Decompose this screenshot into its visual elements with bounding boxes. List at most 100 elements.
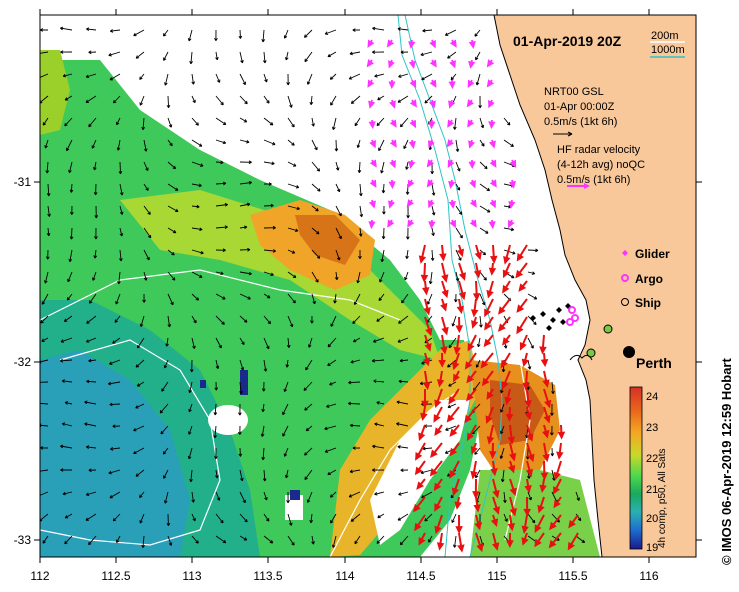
model-velocity-arrow: [424, 95, 433, 104]
radar-weak-arrow-head: [448, 100, 455, 109]
radar-velocity-arrow-head: [492, 542, 500, 551]
model-velocity-arrow: [191, 293, 200, 301]
model-velocity-arrow: [287, 535, 295, 546]
model-velocity-arrow: [165, 337, 169, 347]
model-velocity-arrow: [282, 425, 289, 437]
model-velocity-arrow: [239, 180, 253, 185]
model-velocity-arrow: [45, 161, 50, 174]
model-velocity-arrow: [93, 183, 98, 196]
model-velocity-arrow: [239, 315, 248, 323]
model-velocity-arrow: [263, 225, 276, 230]
model-velocity-arrow: [378, 293, 385, 302]
marker-legend: Glider Argo Ship: [621, 247, 670, 310]
model-velocity-arrow: [479, 227, 489, 234]
model-velocity-arrow: [167, 315, 172, 328]
model-velocity-arrow: [371, 358, 385, 363]
radar-legend-arrowhead: [584, 183, 590, 189]
model-velocity-arrow: [372, 337, 385, 343]
radar-velocity-arrow-head: [455, 526, 463, 534]
model-velocity-arrow: [112, 513, 121, 522]
radar-velocity-arrow-head: [430, 449, 438, 459]
model-velocity-arrow: [503, 249, 516, 255]
radar-weak-arrow-head: [448, 180, 456, 189]
radar-weak-arrow-head: [389, 160, 396, 169]
model-velocity-arrow: [397, 27, 409, 31]
radar-velocity-arrow-head: [472, 491, 480, 500]
radar-velocity-arrow-head: [540, 472, 549, 481]
model-velocity-arrow: [455, 139, 460, 152]
model-velocity-arrow: [372, 26, 385, 31]
radar-legend-line2: (4-12h avg) noQC: [557, 159, 645, 171]
radar-weak-arrow-head: [468, 161, 476, 170]
model-velocity-arrow: [287, 205, 300, 211]
model-velocity-arrow: [191, 271, 203, 278]
model-velocity-arrow: [306, 73, 313, 85]
model-velocity-arrow: [239, 271, 252, 276]
model-velocity-arrow: [260, 425, 265, 437]
radar-weak-arrow-head: [368, 200, 376, 209]
radar-velocity-arrow-head: [414, 466, 423, 476]
model-velocity-arrow: [455, 227, 463, 239]
model-velocity-arrow: [163, 491, 169, 504]
model-velocity-arrow: [284, 469, 289, 479]
radar-velocity-arrow-head: [452, 361, 460, 371]
radar-weak-arrow-head: [369, 139, 376, 149]
radar-weak-arrow-head: [408, 140, 416, 149]
radar-weak-arrow-head: [388, 181, 396, 190]
model-velocity-arrow: [141, 535, 145, 548]
model-velocity-arrow: [239, 293, 251, 300]
radar-velocity-arrow-head: [458, 291, 466, 301]
model-velocity-arrow: [311, 227, 320, 235]
model-velocity-arrow: [66, 293, 73, 301]
radar-velocity-arrow-head: [542, 379, 550, 388]
model-velocity-arrow: [332, 117, 337, 131]
model-velocity-arrow: [166, 513, 171, 527]
model-velocity-arrow: [397, 337, 409, 343]
radar-velocity-arrow-head: [453, 373, 460, 383]
sst-field-coastal: [470, 470, 600, 557]
radar-velocity-arrow-head: [503, 255, 511, 265]
model-velocity-arrow: [239, 337, 245, 345]
radar-velocity-arrow-head: [544, 399, 552, 409]
model-velocity-arrow: [213, 403, 218, 416]
model-velocity-arrow: [40, 28, 48, 32]
model-velocity-arrow: [422, 28, 433, 33]
model-velocity-arrow: [215, 95, 224, 106]
radar-weak-arrow-head: [508, 201, 516, 209]
model-velocity-arrow: [263, 315, 272, 325]
radar-velocity-arrow-head: [524, 400, 532, 409]
model-velocity-arrow: [163, 359, 169, 369]
model-velocity-arrow: [451, 513, 457, 523]
radar-velocity-arrow-head: [553, 471, 561, 481]
radar-velocity-arrow-head: [454, 501, 462, 510]
model-velocity-arrow: [503, 491, 507, 504]
ship-legend-label: Ship: [635, 296, 661, 310]
model-velocity-arrow: [374, 491, 385, 496]
radar-weak-arrow-head: [368, 221, 376, 230]
model-velocity-arrow: [396, 422, 409, 427]
model-velocity-arrow: [448, 337, 457, 349]
radar-weak-arrow-head: [388, 200, 395, 209]
model-velocity-arrow: [335, 205, 342, 217]
model-velocity-arrow: [479, 139, 485, 147]
model-velocity-arrow: [426, 293, 433, 305]
model-velocity-arrow: [84, 422, 97, 427]
radar-velocity-arrow-head: [412, 503, 421, 513]
radar-weak-arrow-head: [447, 119, 455, 128]
radar-velocity-arrow-head: [488, 267, 497, 276]
model-velocity-arrow: [406, 205, 410, 219]
radar-velocity-arrow-head: [553, 499, 561, 509]
model-velocity-arrow: [324, 447, 337, 453]
model-velocity-arrow: [191, 161, 204, 167]
radar-weak-arrow-head: [428, 221, 436, 230]
radar-velocity-arrow-head: [472, 293, 481, 302]
model-velocity-arrow: [479, 183, 491, 192]
model-velocity-arrow: [191, 117, 199, 126]
radar-weak-arrow-head: [448, 200, 456, 209]
model-velocity-arrow: [41, 337, 49, 342]
model-velocity-arrow: [112, 337, 121, 344]
model-velocity-arrow: [239, 491, 246, 504]
model-velocity-arrow: [263, 535, 274, 544]
radar-weak-arrow-head: [408, 41, 416, 49]
radar-weak-arrow-head: [448, 81, 456, 90]
